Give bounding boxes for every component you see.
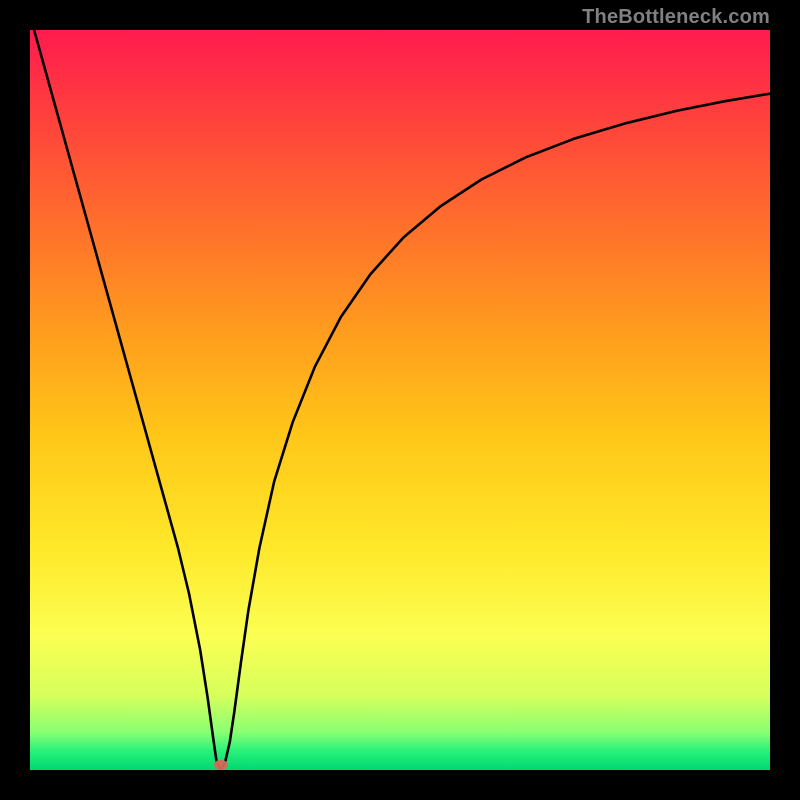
chart-frame: TheBottleneck.com: [0, 0, 800, 800]
plot-background: [30, 30, 770, 770]
watermark-text: TheBottleneck.com: [582, 6, 770, 29]
optimal-point-marker: [214, 760, 228, 770]
plot-area: [30, 30, 770, 770]
